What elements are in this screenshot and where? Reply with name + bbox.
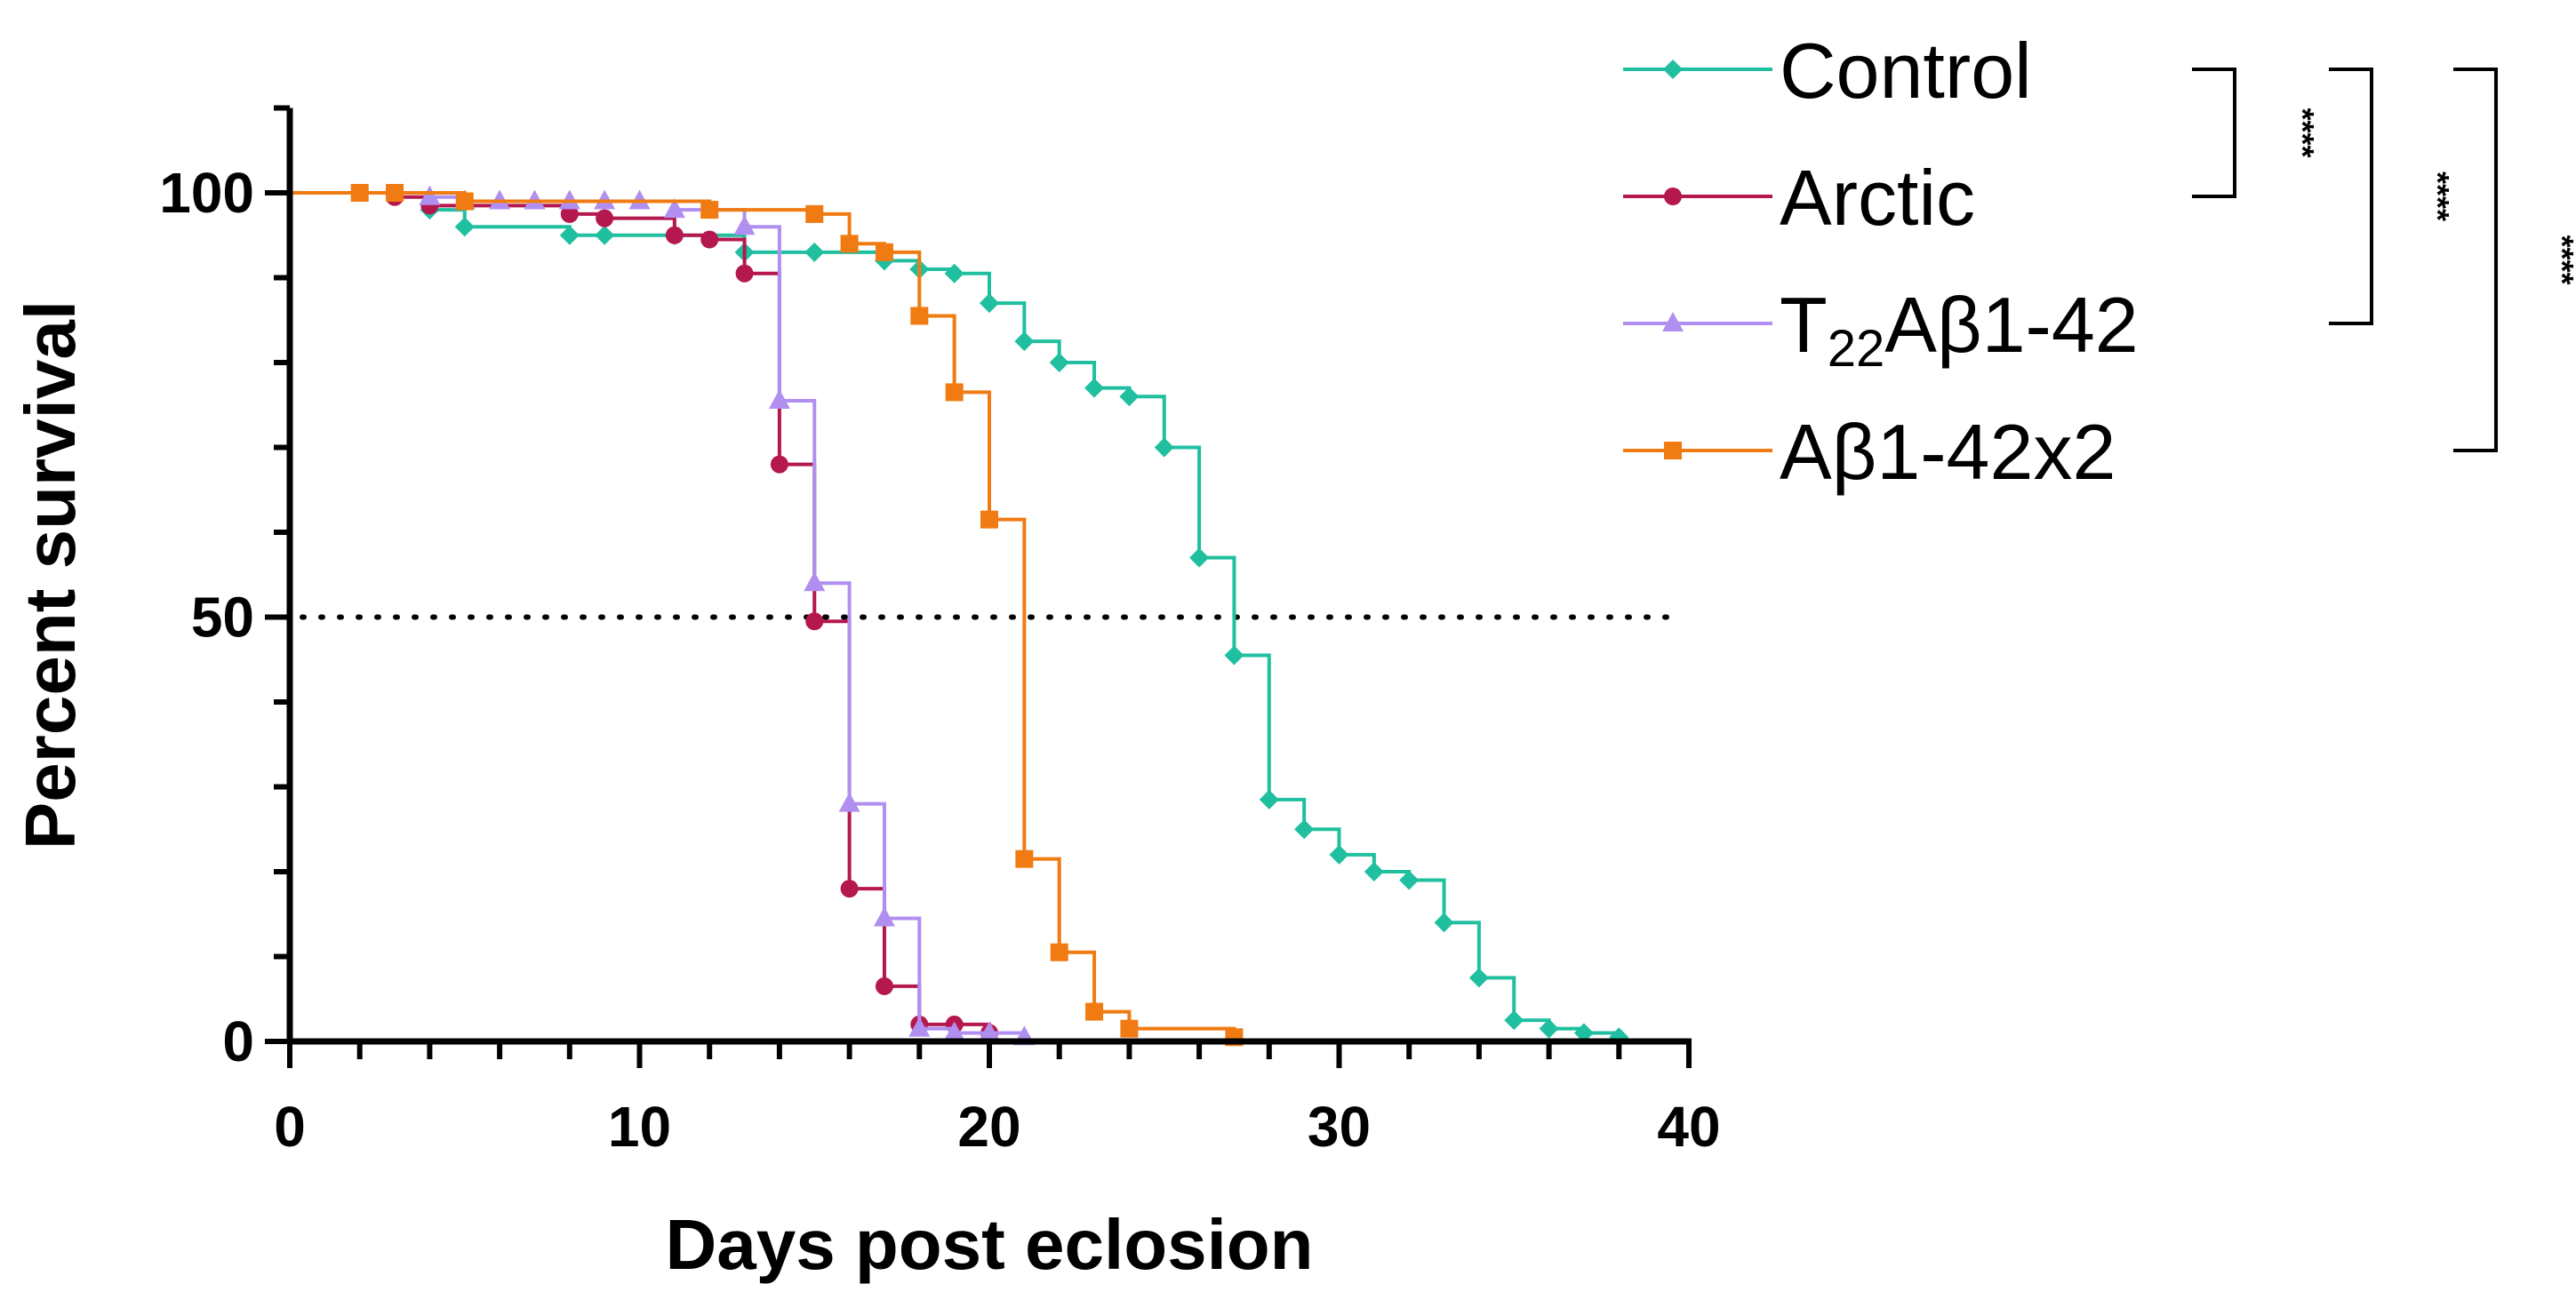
data-point [1189, 547, 1210, 568]
x-tick-label: 40 [1657, 1095, 1720, 1159]
y-tick-label: 100 [159, 161, 254, 225]
data-point [1573, 1023, 1594, 1043]
legend-label: Arctic [1780, 154, 1975, 242]
series-layer [290, 184, 1629, 1048]
legend-label: T22Aβ1-42 [1780, 281, 2139, 378]
legend-item: Aβ1-42x2 [1623, 408, 2116, 496]
data-point [735, 264, 754, 283]
data-point [945, 383, 964, 402]
data-point [805, 612, 824, 631]
data-point [873, 906, 895, 927]
significance-label: **** [2284, 108, 2321, 157]
data-point [419, 185, 441, 205]
data-point [805, 204, 824, 223]
data-point [840, 880, 859, 898]
x-tick-label: 20 [957, 1095, 1020, 1159]
data-point [700, 201, 719, 219]
data-point [1119, 387, 1140, 407]
significance-label: **** [2544, 235, 2576, 284]
legend-swatch-marker [1662, 312, 1684, 331]
series-0 [290, 191, 1629, 1048]
data-point [944, 263, 964, 283]
data-point [350, 184, 369, 202]
data-point [1399, 870, 1420, 890]
legend-swatch-marker [1664, 187, 1682, 205]
series-3 [290, 184, 1244, 1047]
data-point [1329, 844, 1349, 865]
legend-swatch-marker [1664, 442, 1682, 459]
data-point [560, 204, 579, 223]
data-point [1468, 968, 1489, 988]
legend-label: Aβ1-42x2 [1780, 408, 2116, 496]
data-point [1014, 331, 1035, 352]
data-point [1120, 1019, 1139, 1038]
data-point [1294, 819, 1315, 840]
data-point [1259, 789, 1279, 810]
x-tick-label: 30 [1308, 1095, 1371, 1159]
data-point [908, 1017, 931, 1037]
legend: Control Arctic T22Aβ1-42 Aβ1-42x2 [1623, 27, 2139, 496]
data-point [840, 235, 859, 253]
x-tick-label: 0 [274, 1095, 306, 1159]
data-point [875, 977, 893, 995]
legend-swatch-marker [1663, 60, 1683, 79]
data-point [1539, 1018, 1559, 1039]
data-point [943, 1021, 965, 1041]
data-point [1364, 862, 1384, 881]
data-point [910, 307, 929, 325]
data-point [1084, 378, 1105, 398]
y-tick-label: 50 [191, 586, 254, 650]
data-point [1015, 849, 1034, 868]
data-point [596, 209, 614, 227]
y-tick-label: 0 [222, 1009, 254, 1073]
data-point [770, 455, 788, 474]
y-axis-title: Percent survival [11, 300, 90, 849]
significance-bracket: **** [2192, 68, 2321, 198]
x-axis-title: Days post eclosion [665, 1205, 1313, 1284]
data-point [1050, 943, 1068, 961]
data-point [663, 198, 685, 219]
legend-item: Arctic [1623, 154, 1975, 242]
data-point [1434, 913, 1454, 933]
data-point [559, 225, 580, 245]
data-point [665, 226, 684, 244]
data-point [455, 192, 474, 211]
data-point [700, 230, 719, 249]
significance-bracket: **** [2329, 68, 2456, 325]
data-point [875, 243, 893, 261]
data-point [454, 217, 475, 237]
legend-item: Control [1623, 27, 2032, 115]
axes: 0 50 100 0 10 20 30 40 Days post eclosion Percent… [11, 105, 1721, 1284]
data-point [804, 242, 825, 262]
significance-label: **** [2420, 171, 2456, 221]
x-tick-label: 10 [608, 1095, 671, 1159]
data-point [980, 293, 999, 314]
data-point [979, 1021, 1000, 1041]
legend-label: Control [1780, 27, 2032, 115]
data-point [1154, 437, 1174, 458]
data-point [733, 215, 756, 235]
data-point [1049, 353, 1069, 372]
data-point [1224, 645, 1244, 666]
data-point [1504, 1010, 1524, 1031]
legend-item: T22Aβ1-42 [1623, 281, 2139, 378]
significance-bracket: **** [2453, 68, 2576, 452]
data-point [386, 184, 404, 202]
data-point [1085, 1002, 1104, 1021]
data-point [595, 225, 615, 245]
data-point [804, 571, 826, 592]
data-point [768, 388, 790, 409]
significance-brackets: **** **** **** [2192, 68, 2576, 452]
data-point [980, 510, 998, 529]
data-point [838, 792, 860, 812]
